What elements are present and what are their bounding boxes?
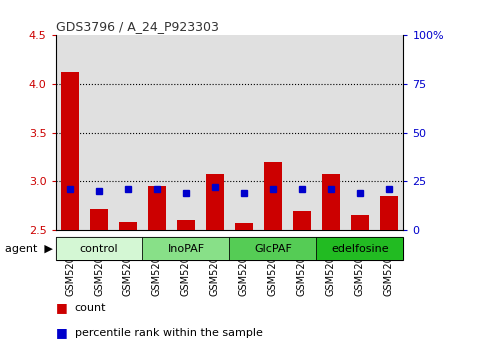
Bar: [142, 237, 229, 260]
Bar: [56, 237, 142, 260]
Bar: [235, 223, 253, 230]
Bar: [264, 162, 282, 230]
Bar: [351, 216, 369, 230]
Bar: [206, 174, 224, 230]
Bar: [61, 72, 79, 230]
Text: GDS3796 / A_24_P923303: GDS3796 / A_24_P923303: [56, 20, 218, 33]
Bar: [229, 237, 316, 260]
Bar: [90, 209, 108, 230]
Text: edelfosine: edelfosine: [331, 244, 389, 254]
Text: control: control: [80, 244, 118, 254]
Text: ■: ■: [56, 326, 67, 339]
Text: count: count: [75, 303, 106, 313]
Text: GlcPAF: GlcPAF: [254, 244, 292, 254]
Text: InoPAF: InoPAF: [168, 244, 204, 254]
Bar: [380, 196, 398, 230]
Text: agent  ▶: agent ▶: [5, 244, 53, 254]
Text: percentile rank within the sample: percentile rank within the sample: [75, 328, 263, 338]
Bar: [316, 237, 403, 260]
Text: ■: ■: [56, 302, 67, 314]
Bar: [148, 186, 166, 230]
Bar: [322, 174, 340, 230]
Bar: [177, 220, 195, 230]
Bar: [119, 222, 137, 230]
Bar: [293, 211, 311, 230]
